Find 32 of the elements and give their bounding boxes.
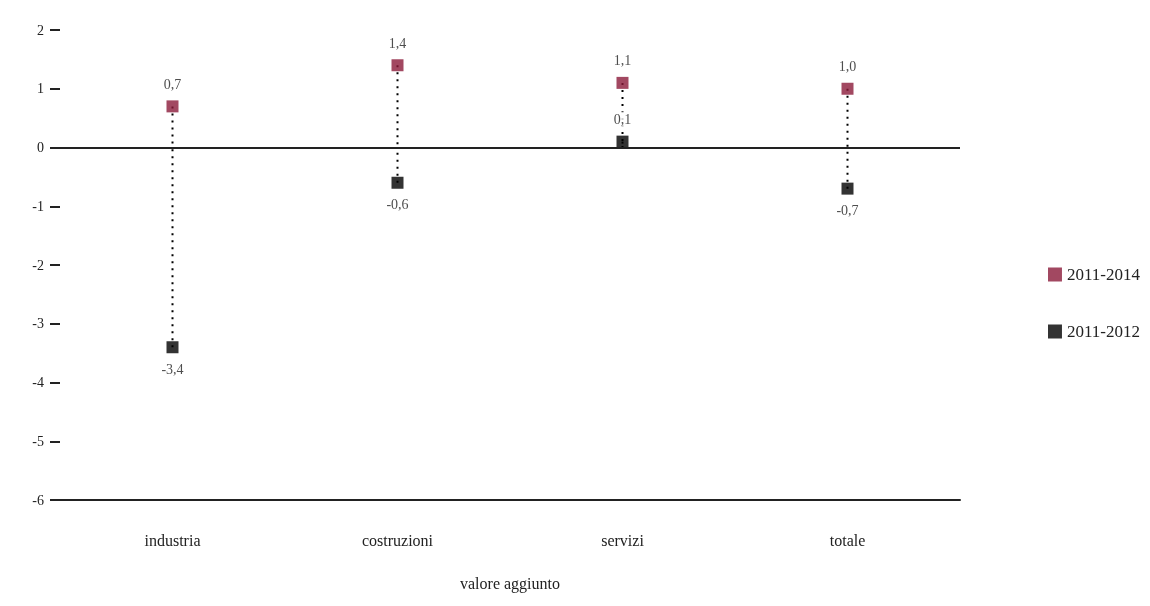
point xyxy=(166,341,179,354)
x-axis-title: valore aggiunto xyxy=(460,574,560,593)
y-tick-label: -6 xyxy=(32,492,44,508)
data-label: -3,4 xyxy=(161,361,184,377)
x-tick-label: industria xyxy=(144,531,201,549)
point xyxy=(841,82,854,95)
x-tick-label: servizi xyxy=(601,531,645,549)
y-tick-label: -4 xyxy=(32,375,44,390)
point xyxy=(166,100,179,113)
data-label: 0,7 xyxy=(163,76,182,92)
x-tick-label: totale xyxy=(829,531,866,549)
y-tick-label: -3 xyxy=(32,316,44,332)
y-tick-label: 1 xyxy=(37,81,44,97)
data-label: 1,1 xyxy=(613,53,632,69)
legend-label: 2011-2014 xyxy=(1066,265,1141,284)
y-tick-label: -2 xyxy=(32,257,44,273)
data-label: -0,6 xyxy=(386,197,409,213)
point xyxy=(391,59,404,72)
point xyxy=(841,182,854,195)
point xyxy=(391,176,404,189)
data-label: -0,7 xyxy=(836,203,859,219)
point xyxy=(616,135,629,148)
y-tick-label: -1 xyxy=(32,198,44,214)
x-tick-label: costruzioni xyxy=(361,531,434,549)
data-label: 1,0 xyxy=(838,59,857,75)
y-tick-label: 0 xyxy=(37,140,44,155)
point xyxy=(616,76,629,89)
y-tick-label: -5 xyxy=(32,433,44,449)
legend-label: 2011-2012 xyxy=(1066,322,1140,341)
y-tick-label: 2 xyxy=(37,22,44,38)
data-label: 1,4 xyxy=(388,35,407,51)
data-label: 0,1 xyxy=(613,112,632,128)
